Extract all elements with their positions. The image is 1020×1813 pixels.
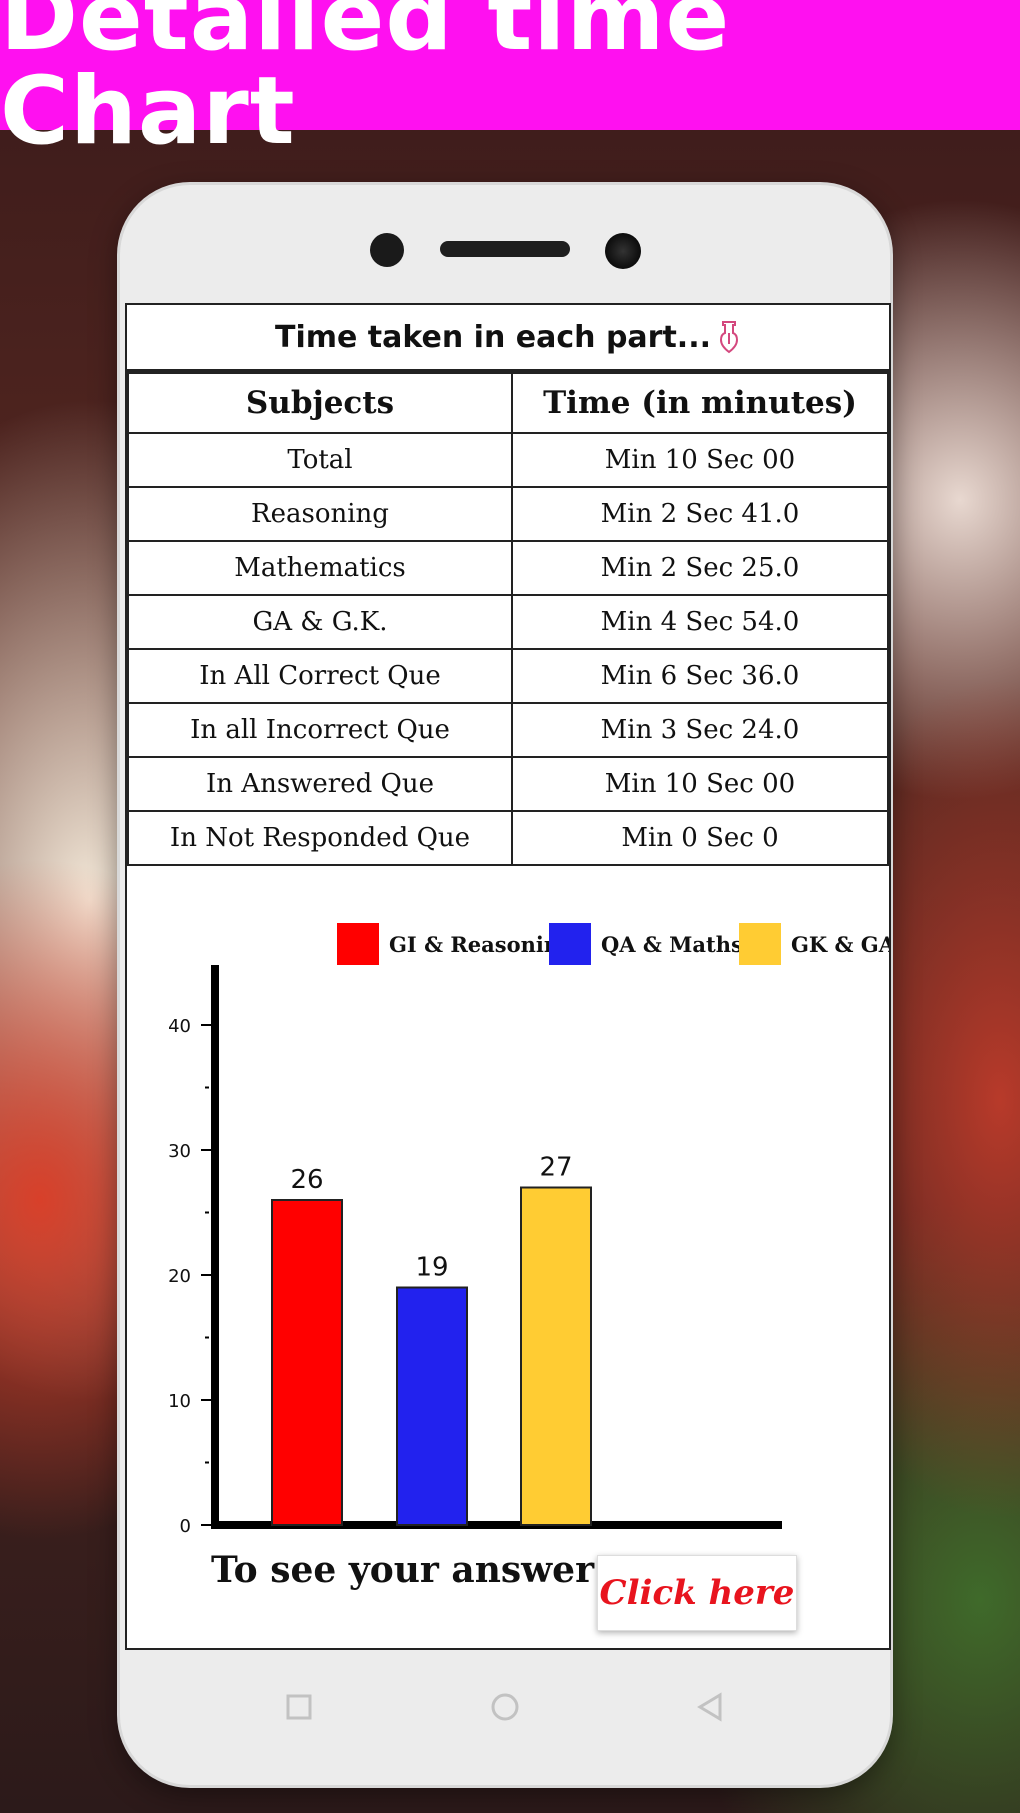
subject-cell: In Answered Que <box>127 756 513 812</box>
table-row: In all Incorrect Que Min 3 Sec 24.0 <box>127 702 889 758</box>
legend-swatch <box>549 923 591 965</box>
answer-label: To see your answer <box>211 1549 595 1591</box>
banner-title: Detailed time Chart <box>0 0 731 166</box>
app-screen: Time taken in each part... Subjects Time… <box>125 303 891 1650</box>
time-cell: Min 0 Sec 0 <box>511 810 889 866</box>
time-cell: Min 4 Sec 54.0 <box>511 594 889 650</box>
table-row: Mathematics Min 2 Sec 25.0 <box>127 540 889 596</box>
front-camera-icon <box>605 233 641 269</box>
table-row: In Answered Que Min 10 Sec 00 <box>127 756 889 812</box>
bar <box>396 1286 468 1526</box>
table-row: Reasoning Min 2 Sec 41.0 <box>127 486 889 542</box>
y-tick-label: 30 <box>168 1141 191 1162</box>
legend-label: GK & GA <box>791 932 889 957</box>
time-cell: Min 2 Sec 41.0 <box>511 486 889 542</box>
bar <box>271 1199 343 1526</box>
time-cell: Min 10 Sec 00 <box>511 432 889 488</box>
time-table: Subjects Time (in minutes) Total Min 10 S… <box>127 372 889 866</box>
legend-swatch <box>337 923 379 965</box>
home-icon[interactable] <box>488 1690 522 1724</box>
subject-cell: In all Incorrect Que <box>127 702 513 758</box>
table-row: In Not Responded Que Min 0 Sec 0 <box>127 810 889 866</box>
time-cell: Min 3 Sec 24.0 <box>511 702 889 758</box>
bar-chart: GI & Reasoning QA & Maths GK & GA 0 10 20 30 40… <box>168 923 889 1537</box>
bar-value-label: 19 <box>415 1253 448 1283</box>
hand-pointing-down-icon <box>719 321 738 354</box>
y-tick-label: 0 <box>180 1516 191 1537</box>
back-icon[interactable] <box>694 1690 728 1724</box>
subject-cell: In Not Responded Que <box>127 810 513 866</box>
y-tick-label: 20 <box>168 1266 191 1287</box>
subject-cell: In All Correct Que <box>127 648 513 704</box>
legend-label: QA & Maths <box>601 932 743 957</box>
time-cell: Min 2 Sec 25.0 <box>511 540 889 596</box>
bar <box>520 1186 592 1526</box>
y-tick-label: 10 <box>168 1391 191 1412</box>
subject-cell: Mathematics <box>127 540 513 596</box>
recent-apps-icon[interactable] <box>282 1690 316 1724</box>
y-tick-label: 40 <box>168 1016 191 1037</box>
click-here-button[interactable]: Click here <box>597 1555 797 1631</box>
bar-value-label: 26 <box>290 1165 323 1195</box>
table-header-row: Subjects Time (in minutes) <box>127 372 889 434</box>
table-row: Total Min 10 Sec 00 <box>127 432 889 488</box>
subject-cell: Reasoning <box>127 486 513 542</box>
subject-cell: Total <box>127 432 513 488</box>
time-cell: Min 6 Sec 36.0 <box>511 648 889 704</box>
table-row: GA & G.K. Min 4 Sec 54.0 <box>127 594 889 650</box>
proximity-sensor-icon <box>370 233 404 267</box>
table-title-text: Time taken in each part... <box>275 319 711 355</box>
header-subjects: Subjects <box>127 372 513 434</box>
table-title: Time taken in each part... <box>127 305 889 372</box>
legend-swatch <box>739 923 781 965</box>
subject-cell: GA & G.K. <box>127 594 513 650</box>
banner: Detailed time Chart <box>0 0 1020 159</box>
time-cell: Min 10 Sec 00 <box>511 756 889 812</box>
speaker-grille-icon <box>440 241 570 257</box>
header-time: Time (in minutes) <box>511 372 889 434</box>
legend-label: GI & Reasoning <box>389 932 574 957</box>
bar-value-label: 27 <box>539 1153 572 1183</box>
table-row: In All Correct Que Min 6 Sec 36.0 <box>127 648 889 704</box>
